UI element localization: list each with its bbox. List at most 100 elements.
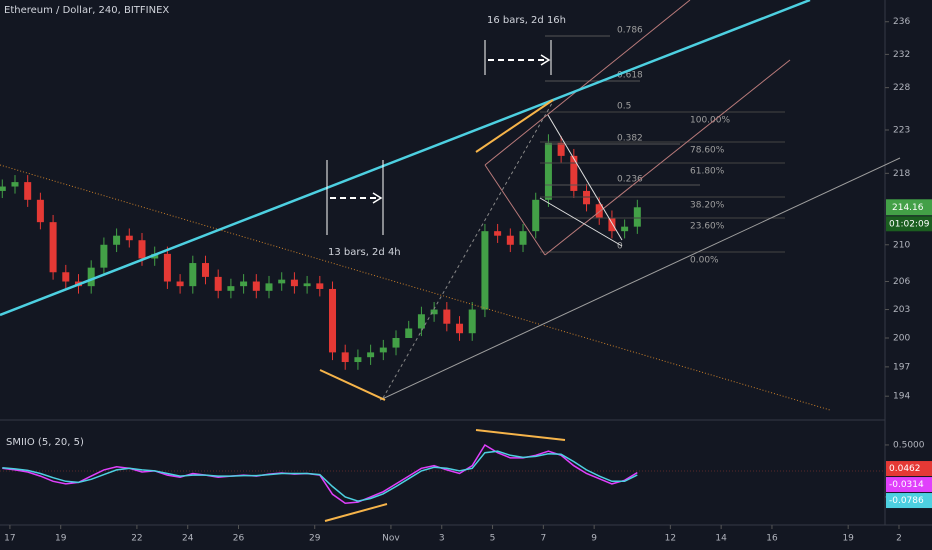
x-tick-label: 29 xyxy=(309,534,321,544)
countdown-box xyxy=(886,216,932,232)
candle-body xyxy=(621,226,629,232)
dashed-line xyxy=(382,97,556,399)
x-tick-label: 14 xyxy=(715,534,727,544)
last-price-box xyxy=(886,199,932,216)
candle-body xyxy=(392,337,400,348)
fib-label: 100.00% xyxy=(690,116,730,126)
candle-body xyxy=(62,272,70,282)
candle-body xyxy=(481,231,489,310)
candle-body xyxy=(163,253,171,282)
y-tick-label: 0.5000 xyxy=(893,440,925,450)
last-value-label: 0.0462 xyxy=(889,464,921,474)
candle-body xyxy=(430,309,438,315)
candle-body xyxy=(227,286,235,291)
last-price-label: 214.16 xyxy=(892,203,924,213)
fib-label: 0.00% xyxy=(690,256,719,266)
divergence-line xyxy=(475,99,554,153)
candle-body xyxy=(278,279,286,284)
indicator-title: SMIIO (5, 20, 5) xyxy=(6,437,84,448)
wedge-line xyxy=(539,197,623,247)
candle-body xyxy=(633,207,641,227)
x-tick-label: 2 xyxy=(896,534,902,544)
candle-body xyxy=(494,231,502,236)
measure-label: 13 bars, 2d 4h xyxy=(328,247,401,258)
trend-line xyxy=(0,164,831,411)
candle-body xyxy=(443,309,451,324)
y-tick-label: 236 xyxy=(893,17,910,27)
candle-body xyxy=(49,222,57,273)
y-tick-label: 206 xyxy=(893,277,910,287)
fib-label: 61.80% xyxy=(690,167,725,177)
fib-label: 0.786 xyxy=(617,26,643,36)
candle-body xyxy=(608,217,616,232)
x-tick-label: 5 xyxy=(490,534,496,544)
candle-body xyxy=(290,279,298,287)
candle-body xyxy=(329,288,337,353)
divergence-line xyxy=(475,429,566,441)
last-value-box xyxy=(886,461,932,477)
y-tick-label: 218 xyxy=(893,169,910,179)
fib-label: 0.618 xyxy=(617,71,643,81)
candle-body xyxy=(24,182,32,200)
last-value-label: -0.0786 xyxy=(889,496,924,506)
divergence-line xyxy=(324,503,388,522)
candle-body xyxy=(532,199,540,232)
candle-body xyxy=(189,263,197,287)
drawings xyxy=(0,0,901,522)
candle-body xyxy=(557,142,565,156)
arrow-head xyxy=(372,192,383,204)
x-tick-label: 16 xyxy=(766,534,778,544)
fib-label: 38.20% xyxy=(690,201,725,211)
candle-body xyxy=(506,235,514,245)
chart-title: Ethereum / Dollar, 240, BITFINEX xyxy=(4,5,169,16)
candle-body xyxy=(202,263,210,277)
y-tick-label: 197 xyxy=(893,362,910,372)
last-value-box xyxy=(886,493,932,509)
y-tick-label: 200 xyxy=(893,333,910,343)
fib-label: 0 xyxy=(617,242,623,252)
x-tick-label: 12 xyxy=(665,534,676,544)
y-tick-label: 194 xyxy=(893,392,910,402)
y-tick-label: 228 xyxy=(893,83,910,93)
candle-body xyxy=(544,142,552,200)
last-value-box xyxy=(886,477,932,493)
candle-body xyxy=(456,323,464,334)
countdown: 01:02:09 xyxy=(889,219,930,229)
channel-line xyxy=(544,59,791,256)
fib-label: 0.236 xyxy=(617,175,643,185)
candle-body xyxy=(113,235,121,245)
candle-body xyxy=(252,281,260,291)
fib-label: 78.60% xyxy=(690,146,725,156)
candle-body xyxy=(176,281,184,287)
divergence-line xyxy=(319,369,386,401)
x-tick-label: 24 xyxy=(182,534,194,544)
x-tick-label: 26 xyxy=(233,534,245,544)
candle-body xyxy=(138,240,146,259)
candle-body xyxy=(468,309,476,334)
channel-line xyxy=(484,0,691,166)
candle-body xyxy=(316,283,324,289)
candle-body xyxy=(519,231,527,245)
y-tick-label: 223 xyxy=(893,125,910,135)
fib-label: 0.382 xyxy=(617,134,643,144)
y-tick-label: 203 xyxy=(893,305,910,315)
arrow-head xyxy=(540,54,551,66)
candle-body xyxy=(303,283,311,287)
candle-body xyxy=(265,283,273,291)
x-tick-label: 19 xyxy=(842,534,854,544)
x-tick-label: 9 xyxy=(591,534,597,544)
candle-body xyxy=(341,352,349,363)
candle-body xyxy=(11,182,19,187)
indicator-line xyxy=(2,450,638,502)
candle-body xyxy=(214,276,222,291)
trend-line xyxy=(0,0,811,317)
candle-body xyxy=(367,352,375,358)
x-tick-label: 22 xyxy=(131,534,142,544)
candle-body xyxy=(36,199,44,223)
x-tick-label: 7 xyxy=(540,534,546,544)
candle-body xyxy=(240,281,248,287)
measure-label: 16 bars, 2d 16h xyxy=(487,15,566,26)
candle-body xyxy=(570,155,578,191)
